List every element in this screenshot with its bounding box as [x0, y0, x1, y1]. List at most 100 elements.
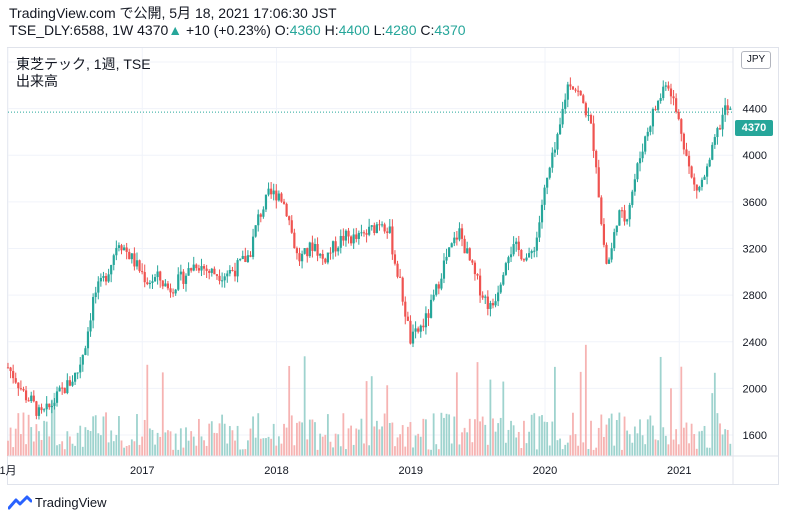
- volume-bar: [422, 418, 425, 456]
- candle-body: [32, 395, 35, 402]
- volume-bar: [146, 364, 149, 456]
- candle-body: [6, 367, 10, 369]
- chart-legend[interactable]: 東芝テック, 1週, TSE 出来高: [16, 56, 151, 90]
- volume-bar: [277, 436, 280, 456]
- volume-bar: [672, 439, 675, 456]
- volume-bar: [502, 381, 505, 456]
- candle-body: [512, 244, 515, 255]
- volume-bar: [538, 416, 541, 456]
- tradingview-brand[interactable]: TradingView: [8, 494, 107, 510]
- volume-bar: [507, 429, 510, 456]
- volume-bar: [626, 430, 629, 456]
- candle-body: [685, 149, 688, 156]
- candle-body: [270, 188, 273, 195]
- volume-bar: [675, 429, 678, 456]
- volume-bar: [345, 449, 347, 456]
- volume-bar: [659, 356, 662, 456]
- candle-body: [553, 149, 556, 153]
- volume-bar: [138, 444, 141, 456]
- candle-body: [401, 277, 404, 302]
- candle-body: [440, 278, 443, 289]
- candle-body: [393, 254, 397, 264]
- volume-bar: [7, 440, 9, 456]
- candle-body: [391, 226, 394, 255]
- candle-body: [527, 253, 531, 258]
- volume-bar: [50, 399, 53, 456]
- candle-body: [515, 241, 518, 245]
- volume-bar: [280, 443, 283, 456]
- volume-bar: [94, 415, 97, 456]
- candle-body: [362, 232, 366, 234]
- candle-body: [432, 294, 435, 300]
- candle-body: [543, 187, 546, 205]
- candle-body: [533, 250, 536, 252]
- volume-bar: [357, 429, 360, 456]
- candle-body: [195, 264, 198, 269]
- volume-bar: [375, 420, 378, 456]
- candle-body: [99, 277, 102, 282]
- candle-body: [107, 274, 110, 282]
- volume-bar: [437, 449, 440, 456]
- currency-badge[interactable]: JPY: [741, 51, 771, 69]
- volume-bar: [517, 431, 520, 456]
- volume-bar: [535, 449, 538, 456]
- candle-body: [159, 271, 162, 281]
- candle-body: [303, 248, 306, 254]
- candle-body: [626, 219, 629, 222]
- ohlc-line: TSE_DLY:6588, 1W 4370▲ +10 (+0.23%) O:43…: [9, 22, 466, 39]
- volume-bar: [118, 416, 120, 456]
- volume-bar: [226, 443, 229, 456]
- candle-body: [499, 284, 502, 293]
- candle-body: [654, 109, 657, 111]
- candle-body: [355, 234, 358, 239]
- candle-body: [463, 238, 466, 254]
- volume-bar: [662, 427, 665, 456]
- volume-bar: [239, 449, 242, 456]
- candle-body: [574, 89, 577, 91]
- candle-body: [473, 262, 477, 275]
- candle-body: [313, 244, 317, 251]
- volume-bar: [553, 366, 556, 456]
- volume-bar: [572, 412, 574, 456]
- candle-body: [316, 244, 319, 256]
- volume-bar: [713, 372, 716, 456]
- volume-bar: [688, 443, 690, 456]
- volume-bar: [448, 414, 451, 456]
- candle-body: [558, 124, 562, 135]
- volume-bar: [14, 428, 17, 456]
- volume-bar: [296, 422, 298, 456]
- volume-bar: [644, 444, 647, 456]
- volume-bar: [623, 416, 626, 456]
- candle-body: [27, 400, 30, 402]
- volume-bar: [391, 422, 394, 456]
- volume-bar: [79, 425, 82, 456]
- volume-bar: [247, 440, 249, 456]
- volume-bar: [205, 445, 208, 456]
- volume-bar: [267, 436, 270, 456]
- candle-body: [458, 228, 461, 240]
- volume-bar: [386, 385, 389, 456]
- volume-bar: [61, 441, 64, 456]
- candle-body: [520, 249, 523, 260]
- volume-bar: [270, 438, 273, 456]
- candle-body: [84, 348, 87, 355]
- candle-body: [236, 260, 239, 277]
- candle-body: [141, 271, 144, 273]
- candle-body: [729, 108, 732, 110]
- volume-bar: [87, 429, 89, 456]
- candle-body: [138, 260, 141, 272]
- volume-bar: [370, 376, 373, 456]
- volume-bar: [641, 435, 644, 456]
- volume-bar: [32, 441, 35, 456]
- volume-bar: [48, 436, 51, 456]
- volume-bar: [401, 425, 404, 456]
- candle-body: [711, 144, 714, 160]
- candle-body: [631, 191, 634, 205]
- volume-bar: [566, 442, 569, 456]
- volume-bar: [12, 447, 15, 456]
- volume-bar: [123, 447, 125, 456]
- candle-body: [429, 299, 433, 318]
- candle-body: [192, 264, 195, 271]
- candle-body: [476, 274, 479, 276]
